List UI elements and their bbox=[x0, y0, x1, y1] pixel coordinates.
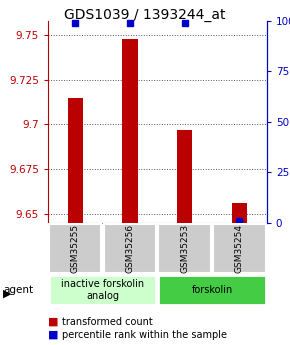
Bar bbox=[213, 224, 266, 273]
Text: GSM35253: GSM35253 bbox=[180, 224, 189, 273]
Bar bbox=[122, 39, 138, 223]
Text: ■: ■ bbox=[48, 330, 58, 339]
Text: forskolin: forskolin bbox=[191, 285, 233, 295]
Bar bbox=[68, 98, 83, 223]
Bar bbox=[232, 203, 247, 223]
Text: GSM35254: GSM35254 bbox=[235, 224, 244, 273]
Bar bbox=[49, 224, 102, 273]
Bar bbox=[49, 275, 156, 305]
Text: inactive forskolin
analog: inactive forskolin analog bbox=[61, 279, 144, 300]
Bar bbox=[158, 275, 266, 305]
Text: agent: agent bbox=[3, 285, 33, 295]
Bar bbox=[104, 224, 156, 273]
Text: ▶: ▶ bbox=[3, 289, 11, 299]
Text: GSM35256: GSM35256 bbox=[126, 224, 135, 273]
Text: ■: ■ bbox=[48, 317, 58, 326]
Text: transformed count: transformed count bbox=[62, 317, 153, 326]
Text: percentile rank within the sample: percentile rank within the sample bbox=[62, 330, 227, 339]
Text: GSM35255: GSM35255 bbox=[71, 224, 80, 273]
Text: GDS1039 / 1393244_at: GDS1039 / 1393244_at bbox=[64, 8, 226, 22]
Bar bbox=[177, 130, 192, 223]
Bar bbox=[158, 224, 211, 273]
